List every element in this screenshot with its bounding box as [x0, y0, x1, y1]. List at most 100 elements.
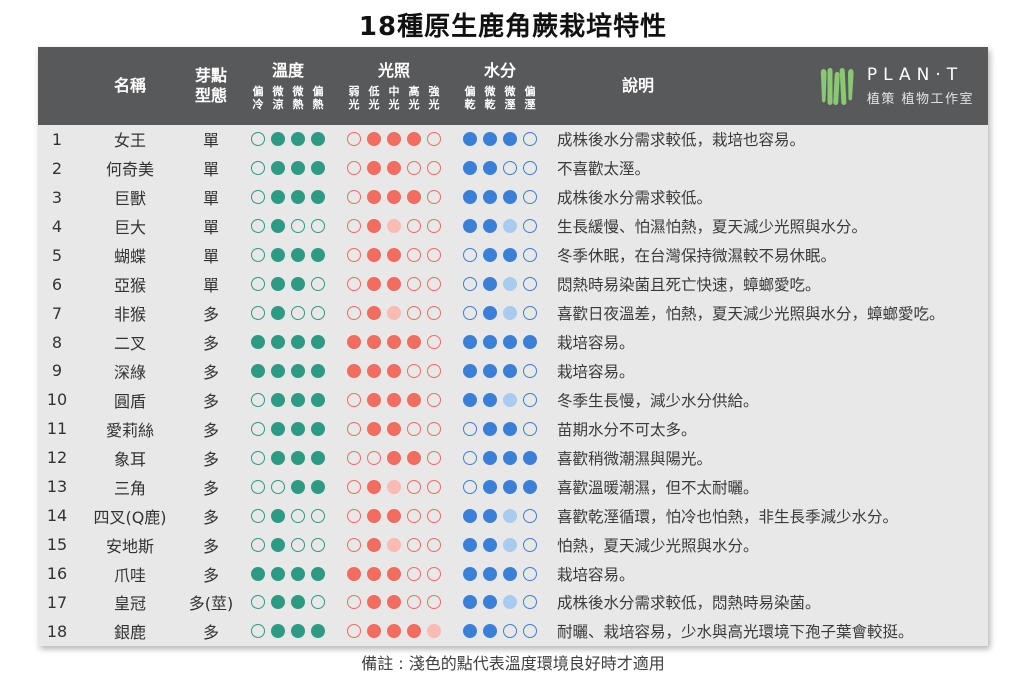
sub-column-label: 偏溼 — [524, 84, 536, 111]
table-row: 14 四叉(Q鹿) 多 喜歡乾溼循環，怕冷也怕熱，非生長季減少水分。 — [38, 501, 988, 530]
water-dot — [523, 363, 537, 378]
water-dot — [463, 219, 477, 234]
footnote: 備註 : 淺色的點代表溫度環境良好時才適用 — [361, 654, 665, 673]
water-dot — [523, 450, 537, 465]
light-dot — [367, 306, 381, 321]
bud-type: 多(莖) — [188, 594, 234, 614]
bud-type: 單 — [202, 131, 219, 151]
temp-dot — [251, 624, 265, 639]
light-dot — [427, 421, 441, 436]
temp-dot — [271, 595, 285, 610]
water-dots — [460, 363, 540, 378]
temp-dot — [271, 132, 285, 147]
water-dot — [483, 421, 497, 436]
light-dot — [347, 508, 361, 523]
water-dot — [483, 335, 497, 350]
header-bud-type: 芽點 型態 — [184, 47, 238, 125]
light-dot — [427, 190, 441, 205]
light-dots — [344, 248, 444, 263]
temp-dot — [291, 277, 305, 292]
temp-dot — [311, 277, 325, 292]
temp-dot — [311, 479, 325, 494]
water-dot — [483, 450, 497, 465]
water-dot — [463, 508, 477, 523]
temp-dot — [291, 537, 305, 552]
light-dot — [367, 277, 381, 292]
plant-name: 皇冠 — [113, 594, 146, 614]
temp-dot — [291, 595, 305, 610]
row-number: 18 — [46, 621, 68, 641]
table-row: 2 何奇美 單 不喜歡太溼。 — [38, 154, 988, 183]
water-dot — [523, 277, 537, 292]
temp-dot — [291, 392, 305, 407]
light-dots — [344, 306, 444, 321]
table-header: 名稱 芽點 型態 溫度 偏冷 微涼 微熱 偏熱 光照 弱光 低光 中光 高光 強光 水分 偏乾… — [38, 47, 988, 125]
temp-dot — [251, 190, 265, 205]
light-dot — [347, 624, 361, 639]
temp-dot — [311, 421, 325, 436]
temp-dot — [291, 335, 305, 350]
row-number: 14 — [46, 506, 68, 526]
table-row: 11 愛莉絲 多 苗期水分不可太多。 — [38, 414, 988, 443]
light-dot — [407, 624, 421, 639]
sub-column-label: 低光 — [368, 84, 380, 111]
row-description: 怕熱，夏天減少光照與水分。 — [557, 536, 759, 555]
temp-dots — [248, 566, 328, 581]
temp-dots — [248, 508, 328, 523]
water-dot — [463, 132, 477, 147]
water-dot — [483, 161, 497, 176]
row-description: 生長緩慢、怕濕怕熱，夏天減少光照與水分。 — [557, 218, 868, 237]
water-dot — [503, 132, 517, 147]
light-dot — [407, 595, 421, 610]
light-dot — [347, 190, 361, 205]
row-number: 3 — [51, 187, 63, 207]
table-row: 9 深綠 多 栽培容易。 — [38, 357, 988, 386]
row-number: 7 — [51, 303, 63, 323]
header-light-group: 光照 弱光 低光 中光 高光 強光 — [338, 47, 450, 125]
light-dot — [407, 363, 421, 378]
light-dot — [427, 624, 441, 639]
water-dot — [523, 190, 537, 205]
table-row: 12 象耳 多 喜歡稍微潮濕與陽光。 — [38, 443, 988, 472]
light-dot — [427, 479, 441, 494]
water-dot — [463, 335, 477, 350]
row-number: 10 — [46, 390, 68, 410]
light-group-label: 光照 — [377, 60, 410, 80]
light-dot — [427, 595, 441, 610]
light-dot — [427, 508, 441, 523]
row-description: 喜歡日夜溫差，怕熱，夏天減少光照與水分，蟑螂愛吃。 — [557, 305, 945, 324]
temp-dot — [311, 392, 325, 407]
sub-column-label: 高光 — [408, 84, 420, 111]
plant-name: 女王 — [113, 131, 146, 151]
plant-name: 銀鹿 — [113, 623, 146, 643]
light-dots — [344, 277, 444, 292]
water-dot — [463, 479, 477, 494]
header-water-group: 水分 偏乾 微乾 微溼 偏溼 — [450, 47, 550, 125]
row-description: 栽培容易。 — [557, 565, 635, 584]
light-dot — [407, 277, 421, 292]
temp-dots — [248, 248, 328, 263]
water-dot — [463, 537, 477, 552]
row-number: 6 — [51, 274, 63, 294]
bud-type: 多 — [202, 334, 219, 354]
light-dots — [344, 537, 444, 552]
light-dots — [344, 363, 444, 378]
water-dot — [503, 335, 517, 350]
table-row: 7 非猴 多 喜歡日夜溫差，怕熱，夏天減少光照與水分，蟑螂愛吃。 — [38, 299, 988, 328]
temp-dot — [271, 219, 285, 234]
light-dot — [347, 363, 361, 378]
light-dot — [367, 508, 381, 523]
water-dot — [463, 624, 477, 639]
light-dots — [344, 566, 444, 581]
light-dot — [427, 335, 441, 350]
temp-dot — [311, 508, 325, 523]
row-description: 栽培容易。 — [557, 362, 635, 381]
light-dot — [387, 624, 401, 639]
temp-dot — [251, 479, 265, 494]
water-dots — [460, 190, 540, 205]
temp-dots — [248, 161, 328, 176]
bud-type: 單 — [202, 247, 219, 267]
light-dot — [367, 624, 381, 639]
temp-dot — [251, 335, 265, 350]
